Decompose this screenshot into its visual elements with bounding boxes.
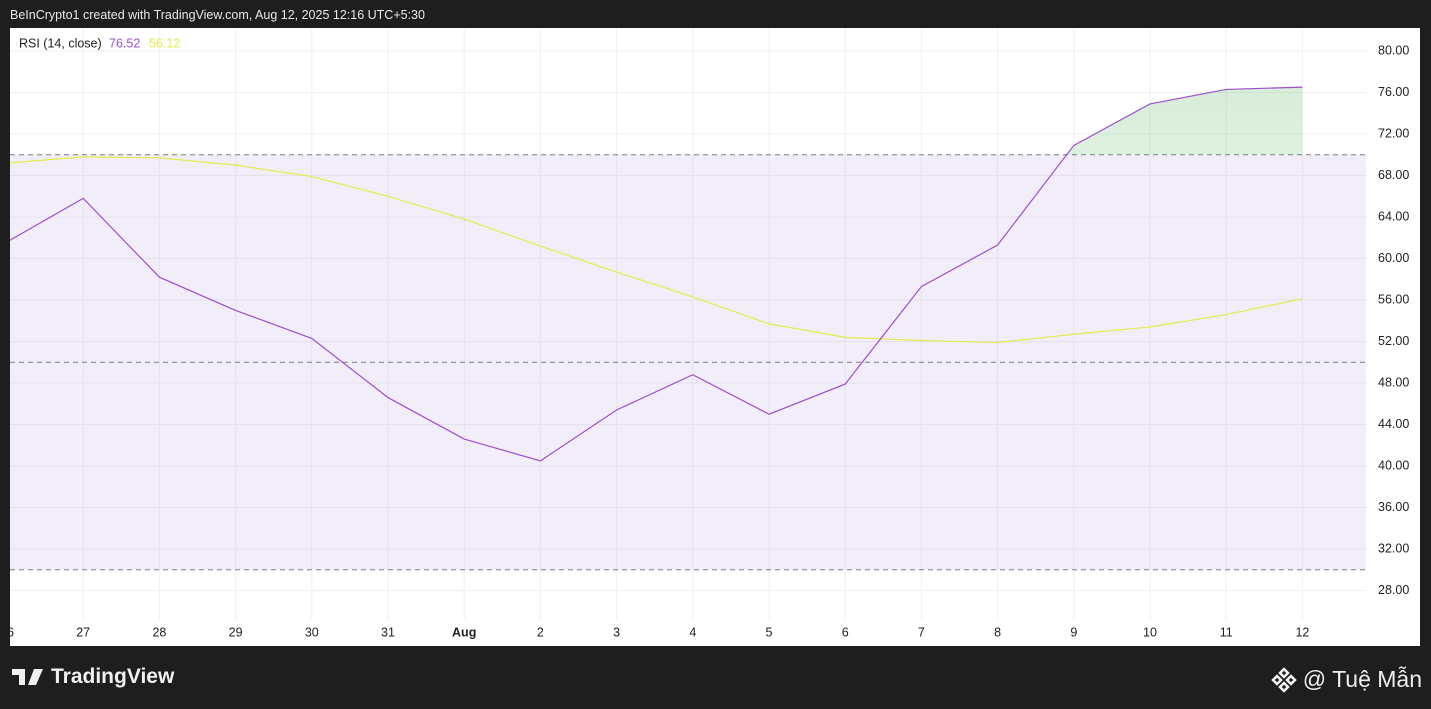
series-line — [10, 156, 1303, 344]
x-tick-label: 26 — [10, 625, 14, 639]
overbought-area — [10, 87, 1303, 155]
y-tick-label: 68.00 — [1378, 168, 1409, 182]
x-tick-label: 4 — [689, 625, 696, 639]
x-tick-label: Aug — [452, 625, 476, 639]
x-tick-label: 30 — [305, 625, 319, 639]
y-tick-label: 44.00 — [1378, 417, 1409, 431]
x-tick-label: 12 — [1295, 625, 1309, 639]
x-tick-label: 28 — [152, 625, 166, 639]
x-tick-label: 9 — [1070, 625, 1077, 639]
y-tick-label: 60.00 — [1378, 251, 1409, 265]
watermark-text: @ Tuệ Mẫn — [1302, 666, 1422, 692]
x-tick-label: 5 — [766, 625, 773, 639]
x-tick-label: 3 — [613, 625, 620, 639]
y-tick-label: 36.00 — [1378, 500, 1409, 514]
brand: TradingView — [12, 665, 174, 689]
y-tick-label: 56.00 — [1378, 292, 1409, 306]
x-tick-label: 8 — [994, 625, 1001, 639]
x-tick-label: 11 — [1220, 625, 1233, 639]
legend-value: 56.12 — [149, 36, 180, 50]
x-tick-label: 7 — [918, 625, 925, 639]
x-tick-label: 10 — [1143, 625, 1157, 639]
y-tick-label: 72.00 — [1378, 126, 1409, 140]
watermark-icon — [1270, 666, 1297, 693]
brand-name: TradingView — [51, 665, 175, 688]
series-line — [10, 86, 1303, 462]
indicator-title: RSI (14, close) — [19, 36, 102, 50]
chart: 28.00 32.00 36.00 40.00 44.00 48.00 52.00 56.00… — [10, 28, 1420, 646]
y-tick-label: 48.00 — [1378, 375, 1409, 389]
header-text: BeInCrypto1 created with TradingView.com… — [10, 8, 425, 22]
legend-value: 76.52 — [109, 36, 140, 50]
y-tick-label: 76.00 — [1378, 85, 1409, 99]
brand-logo — [12, 669, 43, 685]
y-tick-label: 32.00 — [1378, 541, 1409, 555]
y-tick-label: 40.00 — [1378, 458, 1409, 472]
y-tick-label: 52.00 — [1378, 334, 1409, 348]
y-tick-label: 80.00 — [1378, 43, 1409, 57]
y-tick-label: 64.00 — [1378, 209, 1409, 223]
y-tick-label: 28.00 — [1378, 583, 1409, 597]
x-tick-label: 31 — [381, 625, 395, 639]
x-tick-label: 27 — [76, 625, 90, 639]
x-tick-label: 6 — [842, 625, 849, 639]
watermark: @ Tuệ Mẫn — [1270, 666, 1422, 693]
x-tick-label: 2 — [537, 625, 544, 639]
x-tick-label: 29 — [229, 625, 243, 639]
